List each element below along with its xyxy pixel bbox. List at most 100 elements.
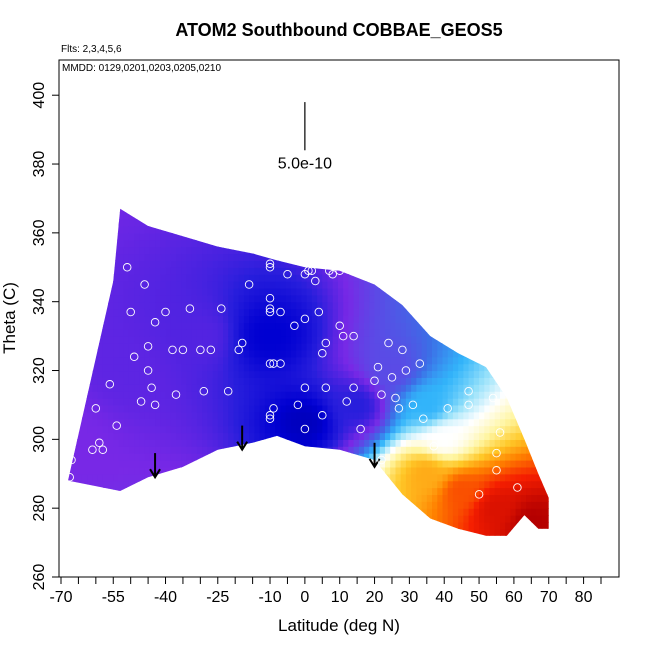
field-cell [432, 480, 438, 489]
field-cell [526, 466, 532, 475]
field-cell [552, 309, 558, 317]
field-cell [369, 232, 376, 241]
field-cell [71, 377, 78, 385]
field-cell [332, 356, 339, 365]
field-cell [432, 356, 438, 365]
field-cell [541, 370, 548, 378]
field-cell [160, 198, 166, 206]
field-cell [186, 480, 193, 489]
field-cell [536, 487, 543, 495]
field-cell [421, 432, 428, 440]
field-cell [128, 208, 135, 213]
field-cell [322, 453, 329, 461]
field-cell [217, 246, 224, 255]
field-cell [170, 528, 177, 536]
field-cell [301, 192, 307, 200]
field-cell [421, 208, 428, 213]
field-cell [489, 287, 496, 296]
field-cell [233, 528, 240, 536]
field-cell [432, 398, 438, 406]
field-cell [494, 384, 501, 392]
field-cell [275, 208, 282, 213]
field-cell [520, 432, 527, 440]
field-cell [306, 226, 313, 234]
field-cell [348, 343, 355, 351]
field-cell [118, 528, 125, 536]
field-cell [71, 515, 78, 523]
field-cell [473, 219, 480, 227]
field-cell [390, 418, 396, 427]
field-cell [442, 535, 449, 536]
field-cell [264, 212, 271, 220]
field-cell [149, 494, 156, 502]
field-cell [228, 274, 234, 282]
field-cell [165, 208, 172, 213]
field-cell [71, 521, 78, 530]
field-cell [332, 219, 339, 227]
field-cell [473, 329, 480, 337]
field-cell [447, 301, 454, 310]
field-cell [541, 494, 548, 502]
field-cell [102, 212, 109, 220]
field-cell [228, 453, 234, 461]
field-cell [144, 322, 151, 330]
field-cell [547, 226, 549, 234]
field-cell [186, 287, 193, 296]
field-cell [369, 329, 376, 337]
field-cell [113, 192, 119, 200]
field-cell [123, 226, 130, 234]
field-cell [489, 473, 496, 482]
field-cell [181, 466, 187, 475]
field-cell [259, 425, 266, 434]
field-cell [411, 226, 417, 234]
field-cell [301, 480, 308, 489]
field-cell [489, 521, 496, 530]
field-cell [186, 528, 193, 536]
field-cell [531, 349, 538, 358]
field-cell [87, 411, 93, 420]
field-cell [374, 439, 381, 447]
field-cell [379, 418, 386, 427]
field-cell [191, 384, 198, 392]
field-cell [358, 370, 365, 378]
field-cell [479, 398, 485, 406]
field-cell [149, 356, 156, 365]
field-cell [526, 274, 532, 282]
field-cell [285, 370, 292, 378]
field-cell [536, 329, 543, 337]
field-cell [118, 287, 125, 296]
field-cell [473, 384, 480, 392]
field-cell [108, 535, 114, 536]
field-cell [202, 287, 208, 296]
field-cell [68, 528, 72, 536]
field-cell [238, 329, 245, 337]
field-cell [270, 418, 276, 427]
field-cell [484, 274, 491, 282]
field-cell [510, 391, 517, 399]
field-cell [223, 232, 229, 241]
field-cell [510, 473, 517, 482]
field-cell [322, 370, 329, 378]
field-cell [311, 494, 318, 502]
field-cell [426, 212, 433, 220]
field-cell [442, 528, 449, 536]
field-cell [322, 487, 329, 495]
field-cell [510, 432, 517, 440]
field-cell [238, 370, 245, 378]
field-cell [311, 404, 318, 413]
x-tick-label: 10 [331, 589, 349, 606]
observation-point [98, 445, 108, 454]
field-cell [285, 418, 292, 427]
field-cell [400, 260, 407, 268]
field-cell [170, 466, 177, 475]
field-cell [202, 253, 208, 261]
field-cell [416, 343, 423, 351]
field-cell [191, 446, 198, 454]
field-cell [113, 391, 120, 399]
field-cell [343, 232, 349, 241]
field-cell [353, 404, 360, 413]
field-cell [338, 308, 344, 317]
field-cell [531, 501, 538, 509]
field-cell [113, 398, 120, 406]
